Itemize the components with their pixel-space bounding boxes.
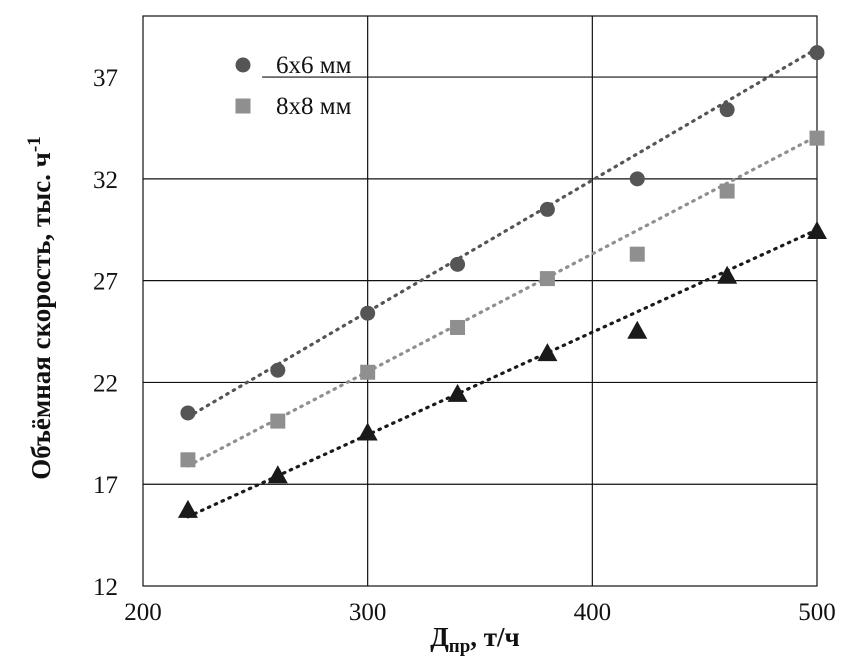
data-point-square <box>719 183 735 199</box>
grid <box>143 16 817 586</box>
data-point-triangle <box>357 422 378 441</box>
data-point-circle <box>450 256 466 272</box>
data-point-triangle <box>627 320 648 339</box>
data-point-square <box>629 246 645 262</box>
data-points <box>177 45 827 518</box>
data-point-square <box>180 452 196 468</box>
legend-marker-square <box>235 98 251 114</box>
x-axis-ticks: 200 300 400 500 <box>124 599 836 626</box>
data-point-triangle <box>537 343 558 362</box>
data-point-circle <box>539 201 555 217</box>
trend-line <box>186 228 819 519</box>
y-axis-title: Объёмная скорость, тыс. ч-1 <box>24 136 56 479</box>
data-point-triangle <box>447 383 468 402</box>
data-point-triangle <box>267 465 288 484</box>
data-point-circle <box>629 171 645 187</box>
y-tick-label: 32 <box>93 167 118 194</box>
legend-label: 8х8 мм <box>276 93 352 120</box>
data-point-square <box>270 413 286 429</box>
x-tick-label: 400 <box>574 599 612 626</box>
y-axis-ticks: 12 17 22 27 32 37 <box>93 65 118 601</box>
data-point-triangle <box>177 499 198 518</box>
legend-label: 6х6 мм <box>276 52 352 79</box>
data-point-circle <box>270 362 286 378</box>
legend-marker-circle <box>235 57 251 73</box>
x-tick-label: 200 <box>124 599 162 626</box>
trend-lines <box>186 46 819 519</box>
data-point-circle <box>180 405 196 421</box>
legend: 6х6 мм 8х8 мм <box>235 52 352 120</box>
x-tick-label: 500 <box>798 599 836 626</box>
data-point-triangle <box>717 265 738 284</box>
x-axis-title: Дпр, т/ч <box>430 622 520 657</box>
data-point-triangle <box>807 220 827 239</box>
y-tick-label: 27 <box>93 269 118 296</box>
y-tick-label: 12 <box>93 574 118 601</box>
data-point-circle <box>809 45 825 61</box>
data-point-square <box>360 364 376 380</box>
y-tick-label: 22 <box>93 370 118 397</box>
data-point-square <box>539 271 555 287</box>
data-point-circle <box>719 102 735 118</box>
y-tick-label: 37 <box>93 65 118 92</box>
data-point-square <box>809 130 825 146</box>
plot-area <box>142 15 818 587</box>
y-tick-label: 17 <box>93 472 118 499</box>
data-point-circle <box>360 305 376 321</box>
x-tick-label: 300 <box>349 599 387 626</box>
data-point-square <box>450 319 466 335</box>
trend-line <box>186 134 819 468</box>
trend-line <box>186 46 819 419</box>
